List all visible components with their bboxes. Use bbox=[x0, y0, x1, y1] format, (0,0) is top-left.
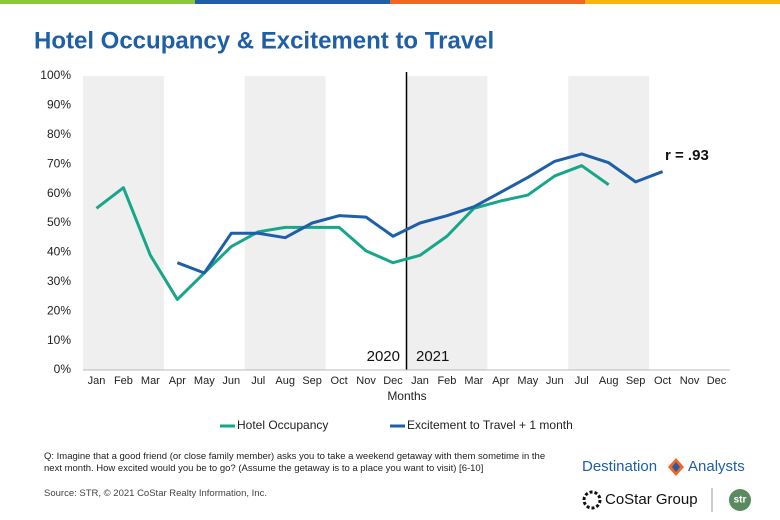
legend-label: Hotel Occupancy bbox=[237, 418, 328, 432]
x-tick-label: Aug bbox=[275, 375, 295, 387]
logo-text: Destination bbox=[582, 458, 657, 475]
year-label: 2021 bbox=[416, 348, 449, 365]
y-tick-label: 10% bbox=[47, 333, 71, 347]
x-tick-label: Nov bbox=[356, 375, 376, 387]
band-shade bbox=[83, 76, 164, 370]
logo-icon bbox=[582, 490, 602, 510]
question-text: Q: Imagine that a good friend (or close … bbox=[44, 451, 546, 474]
logo-icon bbox=[729, 489, 751, 511]
x-axis-label: Months bbox=[387, 389, 426, 403]
x-tick-label: Nov bbox=[680, 375, 700, 387]
year-label: 2020 bbox=[367, 348, 400, 365]
y-tick-label: 30% bbox=[47, 274, 71, 288]
logo-text: str bbox=[734, 495, 747, 506]
series-line bbox=[95, 164, 610, 301]
x-tick-label: Jun bbox=[546, 375, 564, 387]
y-tick-label: 70% bbox=[47, 156, 71, 170]
x-tick-label: Feb bbox=[437, 375, 456, 387]
plot-area: 0% 10% 20% 30% 40% 50% 60% 70% 80% 90% 100% Jan Feb M… bbox=[40, 68, 730, 387]
series-line bbox=[176, 152, 664, 275]
band-shade bbox=[568, 76, 650, 370]
logo-text: CoStar Group bbox=[605, 491, 698, 508]
x-tick-label: Mar bbox=[464, 375, 483, 387]
x-tick-label: Apr bbox=[169, 375, 186, 387]
y-tick-label: 40% bbox=[47, 245, 71, 259]
x-tick-label: Mar bbox=[141, 375, 160, 387]
x-tick-label: Jun bbox=[222, 375, 240, 387]
x-tick-label: Sep bbox=[626, 375, 646, 387]
x-tick-label: Dec bbox=[707, 375, 727, 387]
top-bar bbox=[390, 0, 585, 4]
top-bar bbox=[0, 0, 195, 4]
x-tick-label: May bbox=[194, 375, 215, 387]
logo-text: Analysts bbox=[688, 458, 745, 475]
y-tick-label: 80% bbox=[47, 127, 71, 141]
x-tick-label: Aug bbox=[599, 375, 619, 387]
chart-title: Hotel Occupancy & Excitement to Travel bbox=[34, 27, 494, 54]
y-tick-label: 0% bbox=[54, 362, 72, 376]
x-tick-label: Feb bbox=[114, 375, 133, 387]
y-tick-label: 90% bbox=[47, 98, 71, 112]
logo-icon bbox=[672, 462, 680, 472]
x-tick-label: Jan bbox=[88, 375, 106, 387]
x-tick-label: Oct bbox=[331, 375, 348, 387]
x-tick-label: Jan bbox=[411, 375, 429, 387]
x-tick-label: Apr bbox=[492, 375, 509, 387]
x-tick-label: Jul bbox=[575, 375, 589, 387]
y-tick-label: 20% bbox=[47, 303, 71, 317]
annotation: r = .93 bbox=[665, 147, 709, 164]
source-text: Source: STR, © 2021 CoStar Realty Inform… bbox=[44, 488, 267, 499]
y-tick-label: 100% bbox=[40, 68, 71, 82]
top-bar bbox=[585, 0, 780, 4]
y-tick-label: 50% bbox=[47, 215, 71, 229]
top-bar bbox=[195, 0, 390, 4]
x-tick-label: May bbox=[517, 375, 538, 387]
legend-label: Excitement to Travel + 1 month bbox=[407, 418, 573, 432]
x-tick-label: Oct bbox=[654, 375, 671, 387]
x-tick-label: Dec bbox=[383, 375, 403, 387]
y-tick-label: 60% bbox=[47, 186, 71, 200]
x-tick-label: Sep bbox=[302, 375, 322, 387]
legend: Hotel Occupancy Excitement to Travel + 1 … bbox=[220, 418, 573, 432]
x-tick-label: Jul bbox=[251, 375, 265, 387]
